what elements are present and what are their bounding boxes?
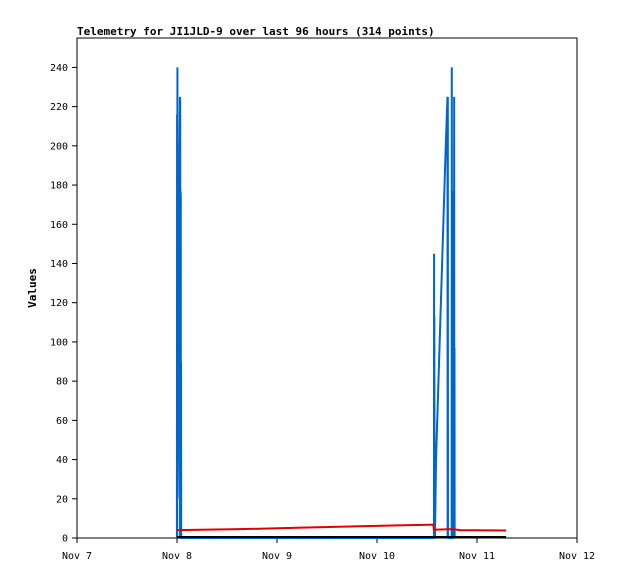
x-tick-label: Nov 7 [62, 551, 92, 562]
y-tick-label: 140 [50, 259, 68, 270]
chart-title: Telemetry for JI1JLD-9 over last 96 hour… [77, 25, 435, 38]
y-tick-label: 220 [50, 102, 68, 113]
x-tick-label: Nov 10 [359, 551, 395, 562]
x-tick-label: Nov 11 [459, 551, 495, 562]
x-tick-label: Nov 12 [559, 551, 595, 562]
y-tick-label: 80 [56, 377, 68, 388]
y-axis-ticks: 0 20 40 60 80 100 120 140 160 180 200 220 240 [50, 63, 77, 545]
series-line-2 [176, 523, 507, 532]
x-tick-label: Nov 9 [262, 551, 292, 562]
series-line-1 [175, 67, 456, 539]
y-tick-label: 20 [56, 494, 68, 505]
series-layer [175, 67, 507, 539]
y-tick-label: 200 [50, 141, 68, 152]
y-tick-label: 120 [50, 298, 68, 309]
y-tick-label: 180 [50, 181, 68, 192]
y-tick-label: 60 [56, 416, 68, 427]
y-tick-label: 160 [50, 220, 68, 231]
y-tick-label: 100 [50, 337, 68, 348]
x-tick-label: Nov 8 [162, 551, 192, 562]
y-tick-label: 0 [62, 534, 68, 545]
y-tick-label: 240 [50, 63, 68, 74]
y-axis-label: Values [26, 268, 39, 308]
y-tick-label: 40 [56, 455, 68, 466]
